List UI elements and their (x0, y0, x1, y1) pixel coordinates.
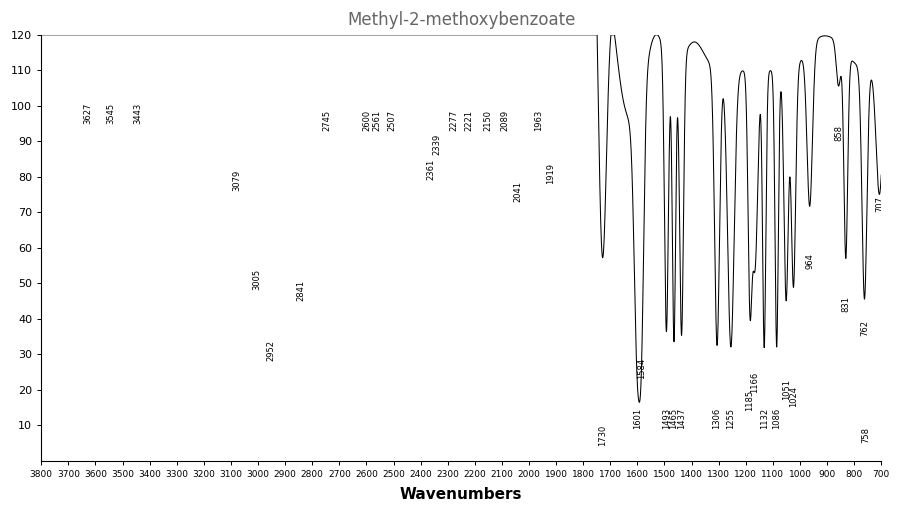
Text: 758: 758 (861, 427, 870, 443)
Text: 1601: 1601 (633, 407, 642, 428)
Text: 1086: 1086 (772, 407, 781, 428)
Text: 2841: 2841 (296, 280, 305, 301)
Text: 1963: 1963 (534, 109, 543, 131)
Title: Methyl-2-methoxybenzoate: Methyl-2-methoxybenzoate (347, 11, 576, 29)
Text: 1255: 1255 (726, 408, 735, 428)
Text: 3627: 3627 (84, 102, 93, 124)
Text: 3005: 3005 (252, 269, 261, 290)
Text: 2277: 2277 (450, 109, 459, 131)
X-axis label: Wavenumbers: Wavenumbers (400, 487, 523, 502)
Text: 1584: 1584 (637, 358, 646, 379)
Text: 1166: 1166 (751, 372, 760, 393)
Text: 1024: 1024 (789, 386, 798, 407)
Text: 2339: 2339 (432, 134, 441, 155)
Text: 3545: 3545 (105, 103, 114, 124)
Text: 2361: 2361 (427, 159, 436, 180)
Text: 1185: 1185 (745, 390, 754, 411)
Text: 2745: 2745 (323, 109, 332, 131)
Text: 707: 707 (875, 196, 884, 212)
Text: 1051: 1051 (782, 379, 791, 400)
Text: 1919: 1919 (546, 163, 555, 184)
Text: 858: 858 (834, 125, 843, 141)
Text: 2089: 2089 (500, 109, 509, 131)
Text: 1730: 1730 (597, 425, 606, 446)
Text: 964: 964 (805, 253, 815, 269)
Text: 1132: 1132 (760, 407, 769, 428)
Text: 2150: 2150 (484, 110, 493, 131)
Text: 2561: 2561 (372, 109, 381, 131)
Text: 2507: 2507 (387, 109, 396, 131)
Text: 3443: 3443 (133, 102, 142, 124)
Text: 2041: 2041 (514, 181, 523, 202)
Text: 1493: 1493 (662, 407, 671, 428)
Text: 1465: 1465 (669, 407, 678, 428)
Text: 2600: 2600 (362, 109, 371, 131)
Text: 1306: 1306 (713, 407, 722, 428)
Text: 831: 831 (842, 295, 851, 311)
Text: 762: 762 (860, 320, 869, 337)
Text: 3079: 3079 (232, 170, 241, 191)
Text: 2221: 2221 (465, 110, 474, 131)
Text: 1437: 1437 (677, 407, 686, 428)
Text: 2952: 2952 (267, 340, 276, 361)
